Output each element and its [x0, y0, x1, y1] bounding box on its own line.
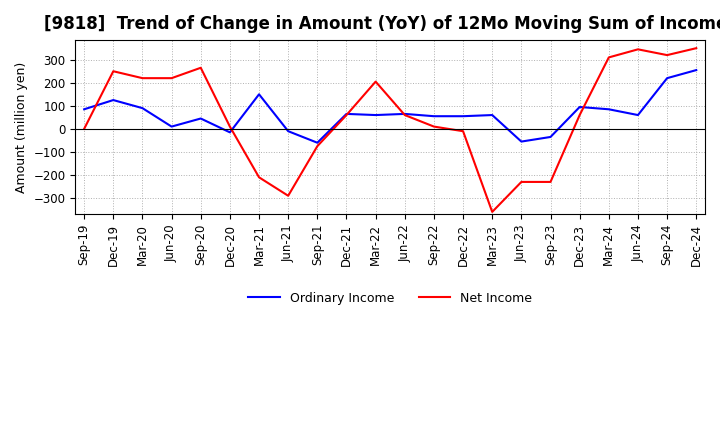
Net Income: [488, 209, 497, 215]
Net Income: [167, 76, 176, 81]
Net Income: [605, 55, 613, 60]
Ordinary Income: [400, 111, 409, 117]
Net Income: [459, 128, 467, 134]
Ordinary Income: [255, 92, 264, 97]
Ordinary Income: [80, 106, 89, 112]
Net Income: [663, 52, 672, 58]
Net Income: [517, 179, 526, 184]
Line: Ordinary Income: Ordinary Income: [84, 70, 696, 143]
Net Income: [546, 179, 555, 184]
Net Income: [255, 175, 264, 180]
Ordinary Income: [313, 140, 322, 145]
Ordinary Income: [138, 106, 147, 111]
Net Income: [692, 46, 701, 51]
Net Income: [430, 124, 438, 129]
Ordinary Income: [167, 124, 176, 129]
Net Income: [400, 112, 409, 117]
Ordinary Income: [575, 104, 584, 110]
Net Income: [634, 47, 642, 52]
Ordinary Income: [692, 67, 701, 73]
Net Income: [225, 124, 234, 129]
Ordinary Income: [342, 111, 351, 117]
Net Income: [80, 126, 89, 132]
Ordinary Income: [605, 106, 613, 112]
Ordinary Income: [284, 128, 292, 134]
Net Income: [575, 112, 584, 117]
Net Income: [342, 112, 351, 117]
Ordinary Income: [225, 130, 234, 135]
Ordinary Income: [546, 134, 555, 139]
Net Income: [313, 143, 322, 149]
Ordinary Income: [634, 112, 642, 117]
Ordinary Income: [197, 116, 205, 121]
Ordinary Income: [459, 114, 467, 119]
Title: [9818]  Trend of Change in Amount (YoY) of 12Mo Moving Sum of Incomes: [9818] Trend of Change in Amount (YoY) o…: [44, 15, 720, 33]
Net Income: [138, 76, 147, 81]
Y-axis label: Amount (million yen): Amount (million yen): [15, 62, 28, 193]
Legend: Ordinary Income, Net Income: Ordinary Income, Net Income: [243, 286, 537, 310]
Net Income: [284, 193, 292, 198]
Net Income: [109, 69, 117, 74]
Ordinary Income: [109, 97, 117, 103]
Net Income: [372, 79, 380, 84]
Ordinary Income: [372, 112, 380, 117]
Ordinary Income: [663, 76, 672, 81]
Net Income: [197, 65, 205, 70]
Ordinary Income: [517, 139, 526, 144]
Line: Net Income: Net Income: [84, 48, 696, 212]
Ordinary Income: [430, 114, 438, 119]
Ordinary Income: [488, 112, 497, 117]
